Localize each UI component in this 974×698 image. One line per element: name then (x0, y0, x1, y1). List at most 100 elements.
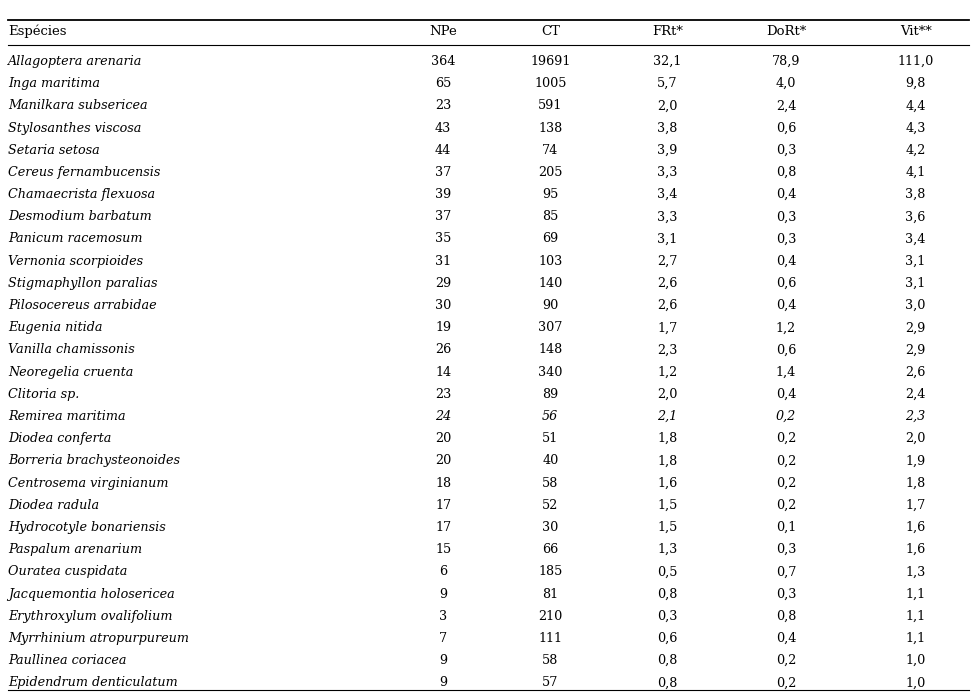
Text: 1,9: 1,9 (906, 454, 925, 468)
Text: DoRt*: DoRt* (766, 25, 806, 38)
Text: 148: 148 (539, 343, 562, 357)
Text: 3,6: 3,6 (906, 210, 925, 223)
Text: 0,2: 0,2 (776, 654, 796, 667)
Text: 3,1: 3,1 (906, 277, 925, 290)
Text: 4,0: 4,0 (776, 77, 796, 90)
Text: 0,6: 0,6 (776, 121, 796, 135)
Text: 591: 591 (538, 99, 563, 112)
Text: Ouratea cuspidata: Ouratea cuspidata (8, 565, 128, 579)
Text: 1,0: 1,0 (906, 676, 925, 690)
Text: 4,4: 4,4 (906, 99, 925, 112)
Text: 15: 15 (435, 543, 451, 556)
Text: 2,6: 2,6 (657, 277, 677, 290)
Text: 0,4: 0,4 (776, 299, 796, 312)
Text: 111,0: 111,0 (897, 55, 934, 68)
Text: 3,0: 3,0 (906, 299, 925, 312)
Text: 364: 364 (431, 55, 456, 68)
Text: 1,3: 1,3 (657, 543, 677, 556)
Text: 0,2: 0,2 (776, 454, 796, 468)
Text: 2,9: 2,9 (906, 321, 925, 334)
Text: 0,3: 0,3 (776, 543, 796, 556)
Text: 6: 6 (439, 565, 447, 579)
Text: 0,8: 0,8 (657, 588, 677, 601)
Text: 1,1: 1,1 (906, 588, 925, 601)
Text: 81: 81 (543, 588, 558, 601)
Text: Pilosocereus arrabidae: Pilosocereus arrabidae (8, 299, 157, 312)
Text: 2,1: 2,1 (657, 410, 677, 423)
Text: 0,2: 0,2 (776, 410, 796, 423)
Text: Setaria setosa: Setaria setosa (8, 144, 99, 157)
Text: Chamaecrista flexuosa: Chamaecrista flexuosa (8, 188, 155, 201)
Text: 0,6: 0,6 (657, 632, 677, 645)
Text: Desmodium barbatum: Desmodium barbatum (8, 210, 152, 223)
Text: 0,5: 0,5 (656, 565, 678, 579)
Text: 0,8: 0,8 (657, 676, 677, 690)
Text: CT: CT (541, 25, 560, 38)
Text: 1,6: 1,6 (906, 521, 925, 534)
Text: 0,7: 0,7 (776, 565, 796, 579)
Text: Jacquemontia holosericea: Jacquemontia holosericea (8, 588, 174, 601)
Text: 138: 138 (539, 121, 562, 135)
Text: 1005: 1005 (534, 77, 567, 90)
Text: 4,2: 4,2 (906, 144, 925, 157)
Text: 103: 103 (539, 255, 562, 268)
Text: 3,1: 3,1 (657, 232, 677, 246)
Text: Epidendrum denticulatum: Epidendrum denticulatum (8, 676, 177, 690)
Text: 30: 30 (435, 299, 451, 312)
Text: 0,6: 0,6 (776, 343, 796, 357)
Text: 0,2: 0,2 (776, 432, 796, 445)
Text: 1,1: 1,1 (906, 610, 925, 623)
Text: 0,8: 0,8 (776, 166, 796, 179)
Text: Diodea radula: Diodea radula (8, 499, 99, 512)
Text: 185: 185 (538, 565, 563, 579)
Text: 57: 57 (543, 676, 558, 690)
Text: Paspalum arenarium: Paspalum arenarium (8, 543, 142, 556)
Text: FRt*: FRt* (652, 25, 683, 38)
Text: 31: 31 (435, 255, 451, 268)
Text: 85: 85 (543, 210, 558, 223)
Text: 1,3: 1,3 (906, 565, 925, 579)
Text: 2,4: 2,4 (776, 99, 796, 112)
Text: 89: 89 (543, 388, 558, 401)
Text: 19: 19 (435, 321, 451, 334)
Text: 0,4: 0,4 (776, 255, 796, 268)
Text: Myrrhinium atropurpureum: Myrrhinium atropurpureum (8, 632, 189, 645)
Text: 0,4: 0,4 (776, 388, 796, 401)
Text: 1,2: 1,2 (776, 321, 796, 334)
Text: Centrosema virginianum: Centrosema virginianum (8, 477, 169, 490)
Text: 20: 20 (435, 454, 451, 468)
Text: 2,3: 2,3 (657, 343, 677, 357)
Text: 2,0: 2,0 (657, 388, 677, 401)
Text: Stigmaphyllon paralias: Stigmaphyllon paralias (8, 277, 157, 290)
Text: 1,5: 1,5 (657, 521, 677, 534)
Text: 4,3: 4,3 (906, 121, 925, 135)
Text: 23: 23 (435, 388, 451, 401)
Text: Hydrocotyle bonariensis: Hydrocotyle bonariensis (8, 521, 166, 534)
Text: Diodea conferta: Diodea conferta (8, 432, 111, 445)
Text: 111: 111 (539, 632, 562, 645)
Text: 0,8: 0,8 (776, 610, 796, 623)
Text: 210: 210 (539, 610, 562, 623)
Text: 0,3: 0,3 (776, 588, 796, 601)
Text: 39: 39 (435, 188, 451, 201)
Text: 40: 40 (543, 454, 558, 468)
Text: 340: 340 (538, 366, 563, 379)
Text: 0,2: 0,2 (776, 499, 796, 512)
Text: 2,0: 2,0 (906, 432, 925, 445)
Text: Vit**: Vit** (900, 25, 931, 38)
Text: 140: 140 (539, 277, 562, 290)
Text: Clitoria sp.: Clitoria sp. (8, 388, 79, 401)
Text: 1,4: 1,4 (776, 366, 796, 379)
Text: 1,8: 1,8 (657, 432, 677, 445)
Text: 3,4: 3,4 (906, 232, 925, 246)
Text: 3,3: 3,3 (657, 210, 677, 223)
Text: 5,7: 5,7 (656, 77, 678, 90)
Text: 17: 17 (435, 521, 451, 534)
Text: 4,1: 4,1 (906, 166, 925, 179)
Text: 56: 56 (543, 410, 558, 423)
Text: 2,3: 2,3 (906, 410, 925, 423)
Text: Panicum racemosum: Panicum racemosum (8, 232, 142, 246)
Text: Vanilla chamissonis: Vanilla chamissonis (8, 343, 134, 357)
Text: 17: 17 (435, 499, 451, 512)
Text: 2,6: 2,6 (657, 299, 677, 312)
